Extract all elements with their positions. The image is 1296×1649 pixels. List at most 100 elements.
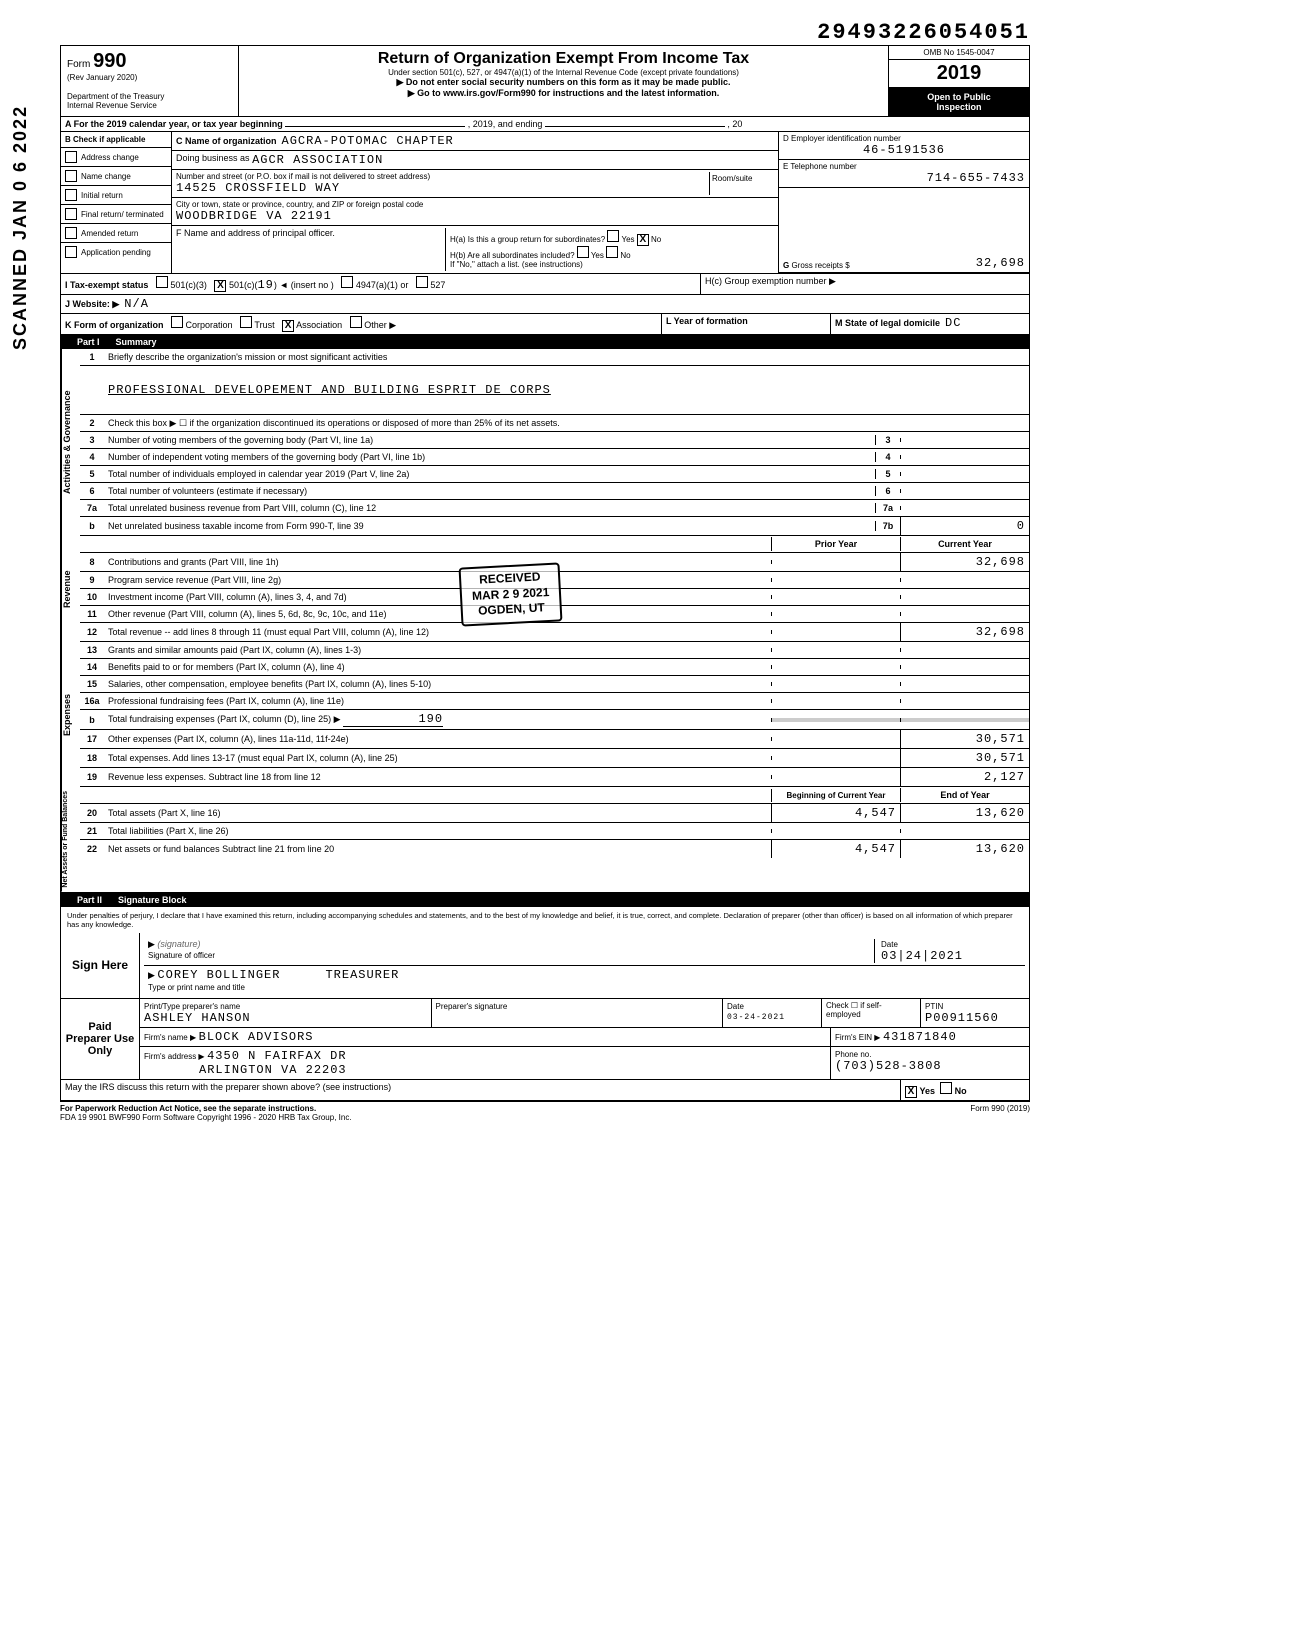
section-netassets-label: Net Assets or Fund Balances (61, 787, 80, 892)
check-assoc[interactable]: X (282, 320, 294, 332)
fda-footer: FDA 19 9901 BWF990 Form Software Copyrig… (60, 1113, 1030, 1122)
check-527[interactable] (416, 276, 428, 288)
prep-name: ASHLEY HANSON (144, 1011, 251, 1025)
firm-addr-label: Firm's address ▶ (144, 1052, 205, 1061)
org-name-label: C Name of organization (176, 136, 277, 146)
line3-desc: Number of voting members of the governin… (104, 433, 875, 447)
form-sub1: Under section 501(c), 527, or 4947(a)(1)… (243, 68, 884, 77)
form-org-label: K Form of organization (65, 320, 164, 330)
line22-beg: 4,547 (771, 840, 900, 858)
sig-officer-label: Signature of officer (148, 951, 215, 960)
hb-no[interactable] (606, 246, 618, 258)
received-stamp: RECEIVED MAR 2 9 2021 OGDEN, UT (459, 562, 563, 626)
discuss-no[interactable] (940, 1082, 952, 1094)
check-amended-return[interactable] (65, 227, 77, 239)
line2-desc: Check this box ▶ ☐ if the organization d… (104, 416, 1029, 431)
check-initial-return[interactable] (65, 189, 77, 201)
line19-cur: 2,127 (900, 768, 1029, 786)
check-application-pending[interactable] (65, 246, 77, 258)
hb-no-label: No (620, 251, 630, 260)
discuss-question: May the IRS discuss this return with the… (61, 1080, 901, 1100)
line5-desc: Total number of individuals employed in … (104, 467, 875, 481)
hb-yes[interactable] (577, 246, 589, 258)
line9-desc: Program service revenue (Part VIII, line… (104, 573, 771, 587)
phone-value: 714-655-7433 (783, 171, 1025, 185)
line7a-desc: Total unrelated business revenue from Pa… (104, 501, 875, 515)
type-name-label: Type or print name and title (148, 983, 245, 992)
phone-label: E Telephone number (783, 162, 1025, 171)
row-a-text-c: , 20 (727, 119, 742, 129)
firm-addr1: 4350 N FAIRFAX DR (207, 1049, 346, 1063)
check-trust[interactable] (240, 316, 252, 328)
label-amended-return: Amended return (81, 229, 138, 238)
line21-desc: Total liabilities (Part X, line 26) (104, 824, 771, 838)
check-501c-other[interactable]: X (214, 280, 226, 292)
firm-ein-label: Firm's EIN ▶ (835, 1033, 880, 1042)
dept-irs: Internal Revenue Service (67, 101, 232, 110)
stamp-location: OGDEN, UT (472, 600, 550, 620)
section-expenses-label: Expenses (61, 642, 80, 787)
check-address-change[interactable] (65, 151, 77, 163)
line18-desc: Total expenses. Add lines 13-17 (must eq… (104, 751, 771, 765)
section-revenue-label: Revenue (61, 536, 80, 642)
sig-date-label: Date (881, 940, 898, 949)
line7b-desc: Net unrelated business taxable income fr… (104, 519, 875, 533)
line7b-val: 0 (900, 517, 1029, 535)
principal-officer-label: F Name and address of principal officer. (176, 228, 445, 271)
line22-desc: Net assets or fund balances Subtract lin… (104, 842, 771, 856)
line6-desc: Total number of volunteers (estimate if … (104, 484, 875, 498)
check-name-change[interactable] (65, 170, 77, 182)
line18-cur: 30,571 (900, 749, 1029, 767)
ha-yes[interactable] (607, 230, 619, 242)
ptin-label: PTIN (925, 1002, 943, 1011)
check-other-org[interactable] (350, 316, 362, 328)
hb-note: If "No," attach a list. (see instruction… (450, 260, 770, 269)
form-number: 990 (93, 50, 126, 72)
check-501c3[interactable] (156, 276, 168, 288)
current-year-header: Current Year (900, 537, 1029, 551)
label-assoc: Association (296, 320, 342, 330)
ha-label: H(a) Is this a group return for subordin… (450, 235, 605, 244)
dba-value: AGCR ASSOCIATION (252, 153, 383, 167)
check-4947[interactable] (341, 276, 353, 288)
line4-desc: Number of independent voting members of … (104, 450, 875, 464)
line1-value: PROFESSIONAL DEVELOPEMENT AND BUILDING E… (104, 381, 1029, 399)
label-application-pending: Application pending (81, 248, 151, 257)
label-initial-return: Initial return (81, 191, 123, 200)
firm-ein: 431871840 (883, 1030, 957, 1044)
year-formation-label: L Year of formation (666, 316, 748, 326)
part2-header: Part II Signature Block (60, 893, 1030, 907)
prep-print-label: Print/Type preparer's name (144, 1002, 240, 1011)
line17-desc: Other expenses (Part IX, column (A), lin… (104, 732, 771, 746)
officer-name: COREY BOLLINGER (157, 968, 280, 982)
col-b-checkboxes: B Check if applicable Address change Nam… (61, 132, 172, 273)
line19-desc: Revenue less expenses. Subtract line 18 … (104, 770, 771, 784)
line8-desc: Contributions and grants (Part VIII, lin… (104, 555, 771, 569)
label-4947: 4947(a)(1) or (356, 280, 409, 290)
room-label: Room/suite (709, 172, 774, 195)
ein-label: D Employer identification number (783, 134, 1025, 143)
ha-no[interactable]: X (637, 234, 649, 246)
label-address-change: Address change (81, 153, 139, 162)
line8-cur: 32,698 (900, 553, 1029, 571)
form-rev: (Rev January 2020) (67, 73, 232, 82)
website-value: N/A (124, 297, 149, 311)
discuss-yes[interactable]: X (905, 1086, 917, 1098)
dln: 29493226054051 (60, 20, 1030, 45)
omb-number: OMB No 1545-0047 (889, 46, 1029, 60)
ein-value: 46-5191536 (783, 143, 1025, 157)
prior-year-header: Prior Year (771, 537, 900, 551)
check-corp[interactable] (171, 316, 183, 328)
line12-cur: 32,698 (900, 623, 1029, 641)
gross-receipts: 32,698 (976, 256, 1025, 270)
label-501c-post: ) ◄ (insert no ) (274, 280, 334, 290)
dba-label: Doing business as (176, 153, 250, 167)
check-final-return[interactable] (65, 208, 77, 220)
line15-desc: Salaries, other compensation, employee b… (104, 677, 771, 691)
end-year-header: End of Year (900, 788, 1029, 802)
firm-name-label: Firm's name ▶ (144, 1033, 196, 1042)
firm-addr2: ARLINGTON VA 22203 (199, 1063, 347, 1077)
hb-label: H(b) Are all subordinates included? (450, 251, 575, 260)
row-a-text-a: A For the 2019 calendar year, or tax yea… (65, 119, 283, 129)
sig-date: 03|24|2021 (881, 949, 963, 963)
